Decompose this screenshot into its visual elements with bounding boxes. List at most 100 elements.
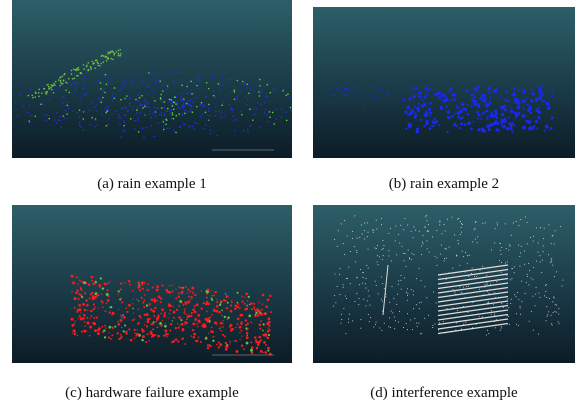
point: [479, 289, 480, 290]
point: [74, 78, 76, 80]
point: [251, 308, 253, 310]
point: [343, 243, 344, 244]
point: [254, 336, 257, 339]
point: [452, 268, 453, 269]
point: [138, 308, 140, 310]
point: [556, 312, 557, 313]
point: [403, 253, 404, 254]
point: [530, 237, 531, 238]
point: [142, 281, 144, 283]
point: [372, 230, 373, 231]
point: [108, 326, 111, 329]
point: [381, 88, 383, 90]
point: [124, 115, 126, 117]
point: [194, 305, 196, 307]
point: [72, 78, 74, 80]
point: [111, 113, 113, 115]
point: [129, 284, 131, 286]
point: [340, 323, 341, 324]
point: [97, 329, 100, 332]
point: [142, 288, 144, 290]
point: [347, 278, 348, 279]
point: [413, 294, 414, 295]
point: [411, 253, 412, 254]
point: [510, 279, 511, 280]
point: [381, 299, 382, 300]
point: [93, 308, 95, 310]
point: [182, 99, 184, 101]
point: [79, 280, 81, 282]
point: [98, 294, 100, 296]
point: [190, 315, 192, 317]
point: [123, 108, 125, 110]
point: [117, 332, 119, 334]
point: [181, 84, 183, 86]
point: [54, 84, 56, 86]
point: [138, 322, 140, 324]
point: [61, 76, 63, 78]
point: [101, 326, 103, 328]
point: [41, 92, 43, 94]
point: [43, 88, 45, 90]
point: [524, 264, 525, 265]
point: [159, 114, 161, 116]
point: [28, 120, 30, 122]
point: [121, 88, 123, 90]
point: [157, 79, 159, 81]
point: [389, 302, 390, 303]
point: [142, 335, 145, 338]
point: [341, 319, 342, 320]
point: [456, 125, 458, 127]
point: [472, 267, 473, 268]
point: [193, 82, 195, 84]
point: [137, 101, 139, 103]
point: [418, 323, 419, 324]
point: [407, 300, 408, 301]
point: [77, 75, 79, 77]
point: [152, 310, 155, 313]
point: [481, 99, 483, 101]
point: [422, 235, 423, 236]
point: [226, 344, 228, 346]
point: [261, 92, 263, 94]
point: [343, 284, 344, 285]
point: [538, 334, 539, 335]
point: [428, 224, 429, 225]
point: [481, 128, 485, 132]
point: [517, 105, 521, 109]
point: [107, 58, 109, 60]
point: [220, 330, 221, 331]
point: [331, 101, 333, 103]
point: [231, 108, 233, 110]
point: [173, 130, 175, 132]
point: [40, 103, 42, 105]
point: [385, 296, 386, 297]
point: [205, 111, 207, 113]
point: [231, 110, 233, 112]
point: [181, 113, 183, 115]
point: [334, 274, 335, 275]
point: [79, 116, 81, 118]
point: [376, 322, 377, 323]
point: [414, 105, 416, 107]
point: [460, 122, 463, 125]
point: [453, 98, 456, 101]
point: [425, 112, 428, 115]
point: [241, 335, 242, 336]
point: [178, 326, 180, 328]
point: [382, 311, 383, 312]
point: [145, 341, 147, 343]
point: [368, 290, 369, 291]
point: [462, 108, 465, 111]
point: [149, 113, 151, 115]
point: [105, 327, 106, 328]
point: [111, 95, 113, 97]
point: [462, 251, 463, 252]
point: [356, 252, 357, 253]
point: [355, 261, 356, 262]
point: [334, 95, 336, 97]
point: [508, 316, 509, 317]
point: [163, 119, 165, 121]
point: [221, 330, 222, 331]
point: [49, 98, 51, 100]
